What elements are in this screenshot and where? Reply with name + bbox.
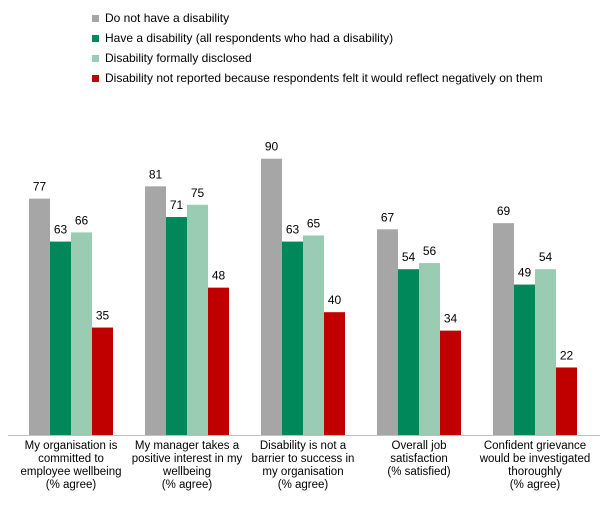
data-label: 67 [381,210,395,224]
category-label-line: My manager takes a [134,440,240,452]
legend-swatch [92,54,99,62]
bar [419,263,440,435]
bar [303,235,324,435]
legend: Do not have a disability Have a disabilit… [92,8,543,88]
data-label: 75 [191,186,205,200]
legend-label: Disability not reported because responde… [105,71,543,85]
category-label-line: positive interest in my [131,453,243,465]
legend-swatch [92,74,99,82]
bar [514,284,535,435]
data-label: 48 [212,269,226,283]
legend-item: Disability not reported because responde… [92,68,543,88]
category-label-line: (% satisfied) [387,466,451,478]
bar [556,367,577,435]
category-label-line: Overall job [391,440,447,452]
data-label: 40 [328,293,342,307]
category-label-line: Confident grievance [483,440,587,452]
data-label: 35 [96,309,110,323]
category-label: My manager takes a positive interest in m… [131,440,243,492]
data-label: 56 [423,244,437,258]
category-label-line: satisfaction [390,453,448,465]
legend-item: Do not have a disability [92,8,543,28]
legend-swatch [92,34,99,42]
data-label: 81 [149,167,163,181]
category-label-line: thoroughly [508,466,562,478]
bar [535,269,556,435]
category-label-line: wellbeing [163,466,211,478]
category-label: My organisation is committed to employee w… [15,440,127,492]
bar [440,330,461,435]
category-label-line: committed to [38,453,104,465]
data-label: 65 [307,216,321,230]
legend-item: Disability formally disclosed [92,48,543,68]
bar [282,241,303,435]
bar [377,229,398,435]
legend-label: Disability formally disclosed [105,51,252,65]
category-label: Confident grievance would be investigated… [479,440,591,492]
legend-label: Do not have a disability [105,11,230,25]
data-label: 54 [402,250,416,264]
bar [208,287,229,435]
category-label-line: Disability is not a [259,440,347,452]
data-label: 63 [54,223,68,237]
bar [92,327,113,435]
category-label-line: barrier to success in [251,453,355,465]
category-label-line: my organisation [262,466,344,478]
category-label-line: would be investigated [479,453,591,465]
category-label-line: employee wellbeing [20,466,122,478]
category-label-line: (% agree) [509,479,561,491]
category-label: Disability is not a barrier to success in… [247,440,359,492]
bar [398,269,419,435]
data-label: 69 [497,204,511,218]
data-label: 49 [518,266,532,280]
legend-label: Have a disability (all respondents who h… [105,31,394,45]
category-label-line: (% agree) [161,479,213,491]
legend-swatch [92,14,99,22]
bar [166,217,187,435]
bar [29,198,50,435]
data-label: 77 [33,180,47,194]
data-label: 54 [539,250,553,264]
category-label: Overall job satisfaction (% satisfied) [363,440,475,479]
bar [324,312,345,435]
category-label-line: My organisation is [24,440,118,452]
bar [261,158,282,435]
category-label-line: (% agree) [277,479,329,491]
data-label: 22 [560,348,574,362]
bar [493,223,514,435]
data-label: 90 [265,140,279,154]
bar [50,241,71,435]
legend-item: Have a disability (all respondents who h… [92,28,543,48]
bar [145,186,166,435]
bar [71,232,92,435]
category-label-line: (% agree) [45,479,97,491]
data-label: 34 [444,312,458,326]
bar [187,204,208,435]
data-label: 63 [286,223,300,237]
data-label: 71 [170,198,184,212]
data-label: 66 [75,213,89,227]
